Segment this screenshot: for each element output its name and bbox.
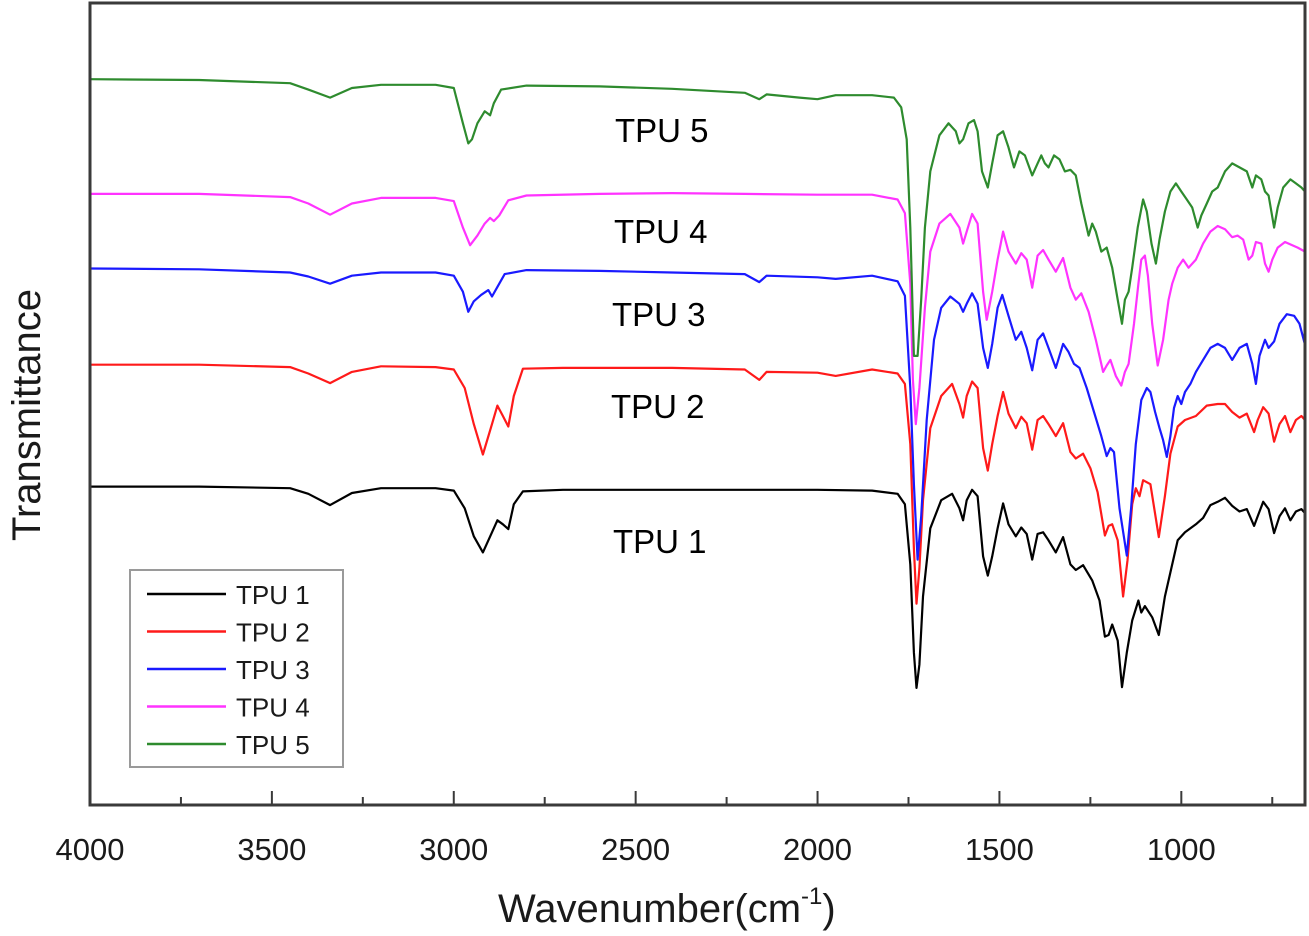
series-line-tpu-3 bbox=[89, 267, 1307, 561]
plot-frame bbox=[88, 1, 1307, 807]
x-axis-title-main: Wavenumber(cm bbox=[498, 887, 801, 931]
legend-label-tpu-1: TPU 1 bbox=[236, 580, 310, 610]
legend-label-tpu-2: TPU 2 bbox=[236, 618, 310, 648]
x-tick-label: 4000 bbox=[56, 832, 125, 867]
annotation-tpu-1: TPU 1 bbox=[613, 523, 707, 560]
annotation-tpu-5: TPU 5 bbox=[615, 112, 709, 149]
x-axis-ticks bbox=[89, 791, 1274, 805]
legend-label-tpu-5: TPU 5 bbox=[236, 730, 310, 760]
annotation-tpu-4: TPU 4 bbox=[614, 213, 708, 250]
series-line-tpu-2 bbox=[90, 363, 1306, 605]
x-tick-label: 1000 bbox=[1147, 832, 1216, 867]
legend: TPU 1 TPU 2 TPU 3 TPU 4 TPU 5 bbox=[129, 569, 344, 768]
x-axis-title-close: ) bbox=[822, 887, 835, 931]
legend-label-tpu-4: TPU 4 bbox=[236, 693, 310, 723]
series-line-tpu-5 bbox=[89, 78, 1306, 357]
x-axis-tick-labels: 4000 3500 3000 2500 2000 1500 1000 bbox=[56, 832, 1216, 867]
series-annotations: TPU 5 TPU 4 TPU 3 TPU 2 TPU 1 bbox=[611, 112, 709, 560]
series-line-tpu-1 bbox=[90, 485, 1306, 690]
x-tick-label: 3000 bbox=[419, 832, 488, 867]
annotation-tpu-2: TPU 2 bbox=[611, 388, 705, 425]
annotation-tpu-3: TPU 3 bbox=[612, 296, 706, 333]
x-tick-label: 3500 bbox=[237, 832, 306, 867]
series-line-tpu-4 bbox=[90, 192, 1306, 426]
x-tick-label: 2000 bbox=[783, 832, 852, 867]
x-tick-label: 2500 bbox=[601, 832, 670, 867]
legend-items: TPU 1 TPU 2 TPU 3 TPU 4 TPU 5 bbox=[147, 580, 310, 760]
series-layer bbox=[89, 78, 1307, 690]
x-tick-label: 1500 bbox=[965, 832, 1034, 867]
legend-label-tpu-3: TPU 3 bbox=[236, 655, 310, 685]
y-axis-title: Transmittance bbox=[5, 289, 49, 541]
x-axis-title-superscript: -1 bbox=[801, 883, 822, 910]
x-axis-title: Wavenumber(cm-1) bbox=[498, 883, 836, 931]
